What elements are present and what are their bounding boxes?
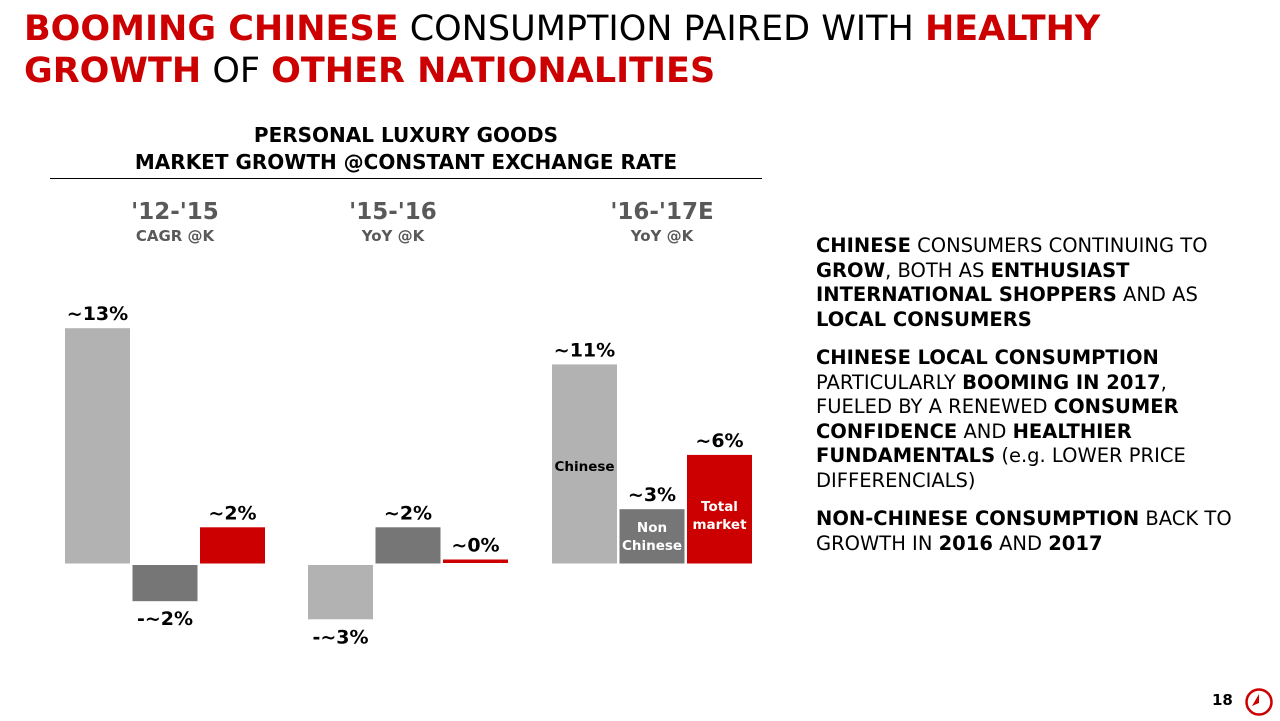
commentary-text-run: CONSUMERS CONTINUING TO bbox=[910, 234, 1208, 257]
title-segment: GROWTH bbox=[24, 51, 202, 91]
value-label-total-market-3: ~6% bbox=[695, 430, 743, 452]
commentary-text-run: AND AS bbox=[1116, 283, 1198, 306]
growth-bar-chart: ~13% -~2% ~2% -~3% ~2% ~0% ~11% ~3% ~6% Chinese No… bbox=[65, 303, 752, 648]
inside-label-non-chinese: Non bbox=[637, 520, 667, 536]
commentary-text-run: PARTICULARLY bbox=[816, 370, 963, 394]
commentary-text-run: , FUELED BY A RENEWED bbox=[816, 370, 1167, 419]
value-label-chinese-3: ~11% bbox=[554, 339, 615, 361]
bar-chinese-2 bbox=[308, 565, 373, 620]
period-sublabel: YoY @K bbox=[361, 227, 425, 245]
commentary-text-run: CHINESE LOCAL CONSUMPTION bbox=[816, 346, 1159, 369]
period-header-3: '16-'17E YoY @K bbox=[562, 198, 762, 246]
inside-label-total-market: market bbox=[692, 517, 747, 533]
period-header-1: '12-'15 CAGR @K bbox=[75, 198, 275, 246]
bar-total-market-1 bbox=[200, 527, 265, 564]
chart-title: PERSONAL LUXURY GOODS MARKET GROWTH @CON… bbox=[50, 122, 762, 176]
commentary-text-run: CONSUMER CONFIDENCE bbox=[816, 395, 1179, 443]
commentary-text-run: BACK TO GROWTH IN bbox=[816, 507, 1232, 555]
value-label-non-chinese-3: ~3% bbox=[628, 484, 676, 506]
title-segment: OTHER NATIONALITIES bbox=[271, 51, 716, 91]
commentary-text-run: 2016 bbox=[938, 531, 993, 555]
commentary-text-run: GROW bbox=[816, 258, 886, 282]
title-segment: OF bbox=[201, 51, 272, 91]
title-segment: CONSUMPTION PAIRED WITH bbox=[398, 9, 925, 49]
title-segment: BOOMING CHINESE bbox=[24, 9, 399, 49]
value-label-total-market-2: ~0% bbox=[451, 535, 499, 557]
commentary-text-run: BOOMING IN 2017 bbox=[962, 370, 1161, 394]
commentary-text-run: AND bbox=[957, 419, 1013, 443]
commentary-text-run: 2017 bbox=[1048, 531, 1103, 555]
commentary-text-run: AND bbox=[992, 531, 1049, 555]
title-segment: HEALTHY bbox=[924, 9, 1101, 49]
inside-label-non-chinese: Chinese bbox=[622, 538, 682, 554]
page-number: 18 bbox=[1212, 691, 1233, 709]
chart-title-line1: PERSONAL LUXURY GOODS bbox=[253, 123, 559, 147]
commentary-paragraph-1: CHINESE CONSUMERS CONTINUING TO GROW, BO… bbox=[816, 234, 1236, 332]
commentary-text-run: LOCAL CONSUMERS bbox=[816, 307, 1032, 331]
bar-total-market-3 bbox=[687, 454, 752, 564]
commentary-text-run: NON-CHINESE CONSUMPTION bbox=[816, 507, 1140, 530]
value-label-chinese-2: -~3% bbox=[312, 626, 368, 648]
value-label-total-market-1: ~2% bbox=[208, 502, 256, 524]
bar-total-market-2 bbox=[443, 559, 508, 563]
bar-chinese-1 bbox=[65, 328, 130, 564]
value-label-non-chinese-1: -~2% bbox=[137, 608, 193, 630]
commentary-text-run: ENTHUSIAST INTERNATIONAL SHOPPERS bbox=[816, 258, 1130, 307]
inside-label-chinese: Chinese bbox=[554, 459, 614, 475]
value-label-non-chinese-2: ~2% bbox=[384, 502, 432, 524]
period-sublabel: YoY @K bbox=[630, 227, 694, 245]
period-label: '16-'17E bbox=[610, 199, 714, 225]
slide-title: BOOMING CHINESE CONSUMPTION PAIRED WITH … bbox=[24, 8, 1224, 92]
chart-title-divider bbox=[50, 178, 762, 179]
commentary-text-run: (e.g. LOWER PRICE DIFFERENCIALS) bbox=[816, 444, 1186, 492]
period-header-2: '15-'16 YoY @K bbox=[293, 198, 493, 246]
bar-non-chinese-3 bbox=[619, 509, 685, 564]
period-label: '15-'16 bbox=[349, 199, 437, 225]
bar-chinese-3 bbox=[552, 364, 617, 564]
commentary-paragraph-2: CHINESE LOCAL CONSUMPTION PARTICULARLY B… bbox=[816, 346, 1236, 493]
commentary-paragraph-3: NON-CHINESE CONSUMPTION BACK TO GROWTH I… bbox=[816, 507, 1236, 556]
brand-logo-icon bbox=[1245, 688, 1273, 716]
bar-non-chinese-2 bbox=[375, 527, 441, 564]
inside-label-total-market: Total bbox=[701, 499, 738, 515]
value-label-chinese-1: ~13% bbox=[67, 303, 128, 325]
period-label: '12-'15 bbox=[131, 199, 219, 225]
period-sublabel: CAGR @K bbox=[135, 227, 215, 245]
chart-title-line2: MARKET GROWTH @CONSTANT EXCHANGE RATE bbox=[134, 150, 678, 174]
bar-non-chinese-1 bbox=[132, 565, 198, 602]
commentary-text-run: CHINESE bbox=[816, 234, 911, 257]
commentary-text-run: HEALTHIER FUNDAMENTALS bbox=[816, 419, 1132, 468]
commentary-text-run: , BOTH AS bbox=[885, 258, 991, 282]
